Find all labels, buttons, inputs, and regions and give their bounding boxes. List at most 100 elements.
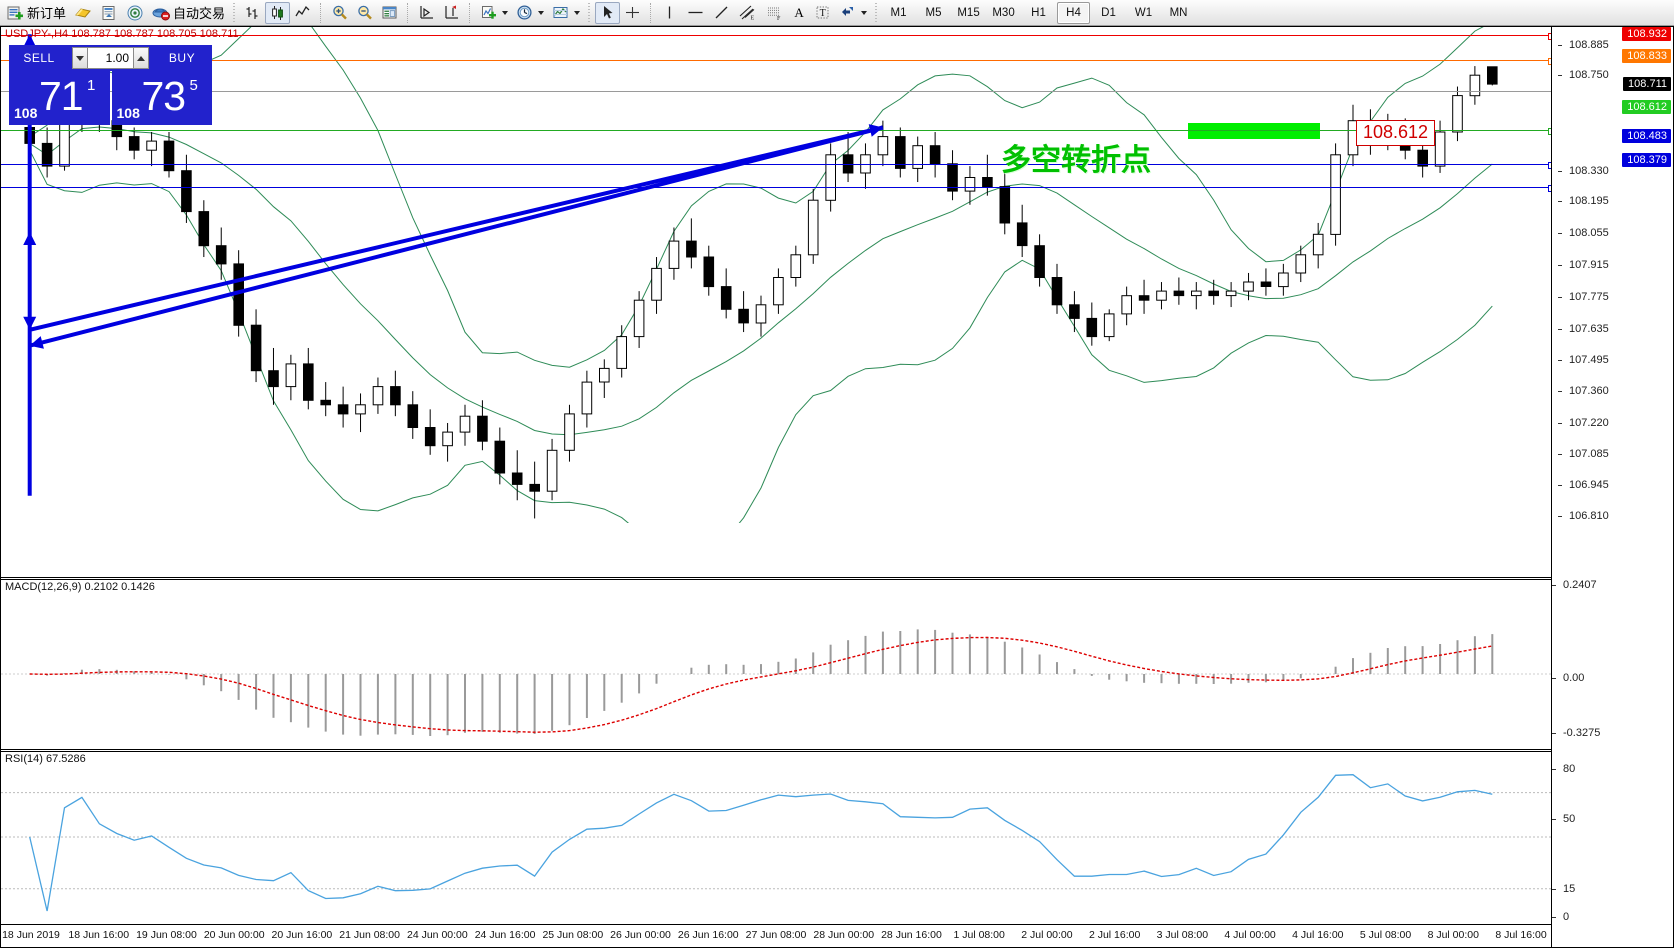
- tile-windows-button[interactable]: [377, 2, 402, 24]
- line-chart-button[interactable]: [290, 2, 315, 24]
- sell-button[interactable]: SELL: [9, 45, 69, 71]
- trendline-overlay[interactable]: [1, 27, 1551, 523]
- toolbar-separator-3: [469, 2, 471, 23]
- time-label: 24 Jun 16:00: [474, 929, 536, 941]
- price-tag-resistance[interactable]: 108.932: [1622, 26, 1671, 41]
- zoom-out-button[interactable]: [352, 2, 377, 24]
- data-window-icon: [100, 4, 118, 22]
- price-tag-blue-upper[interactable]: 108.483: [1622, 128, 1671, 143]
- indicator-icon: [552, 4, 569, 21]
- timeframe-button-h1[interactable]: H1: [1031, 6, 1046, 19]
- sell-price-prefix: 108: [14, 105, 38, 121]
- level-handle[interactable]: [1548, 162, 1551, 169]
- price-tick-108885: 108.885: [1557, 39, 1673, 51]
- time-label: 3 Jul 08:00: [1156, 929, 1209, 941]
- level-line-108612[interactable]: [1, 128, 1551, 135]
- zoom-in-button[interactable]: [327, 2, 352, 24]
- macd-scale-zero: 0.00: [1551, 672, 1673, 684]
- highlight-rectangle[interactable]: [1188, 123, 1320, 139]
- horizontal-line-tool-button[interactable]: [682, 2, 709, 24]
- auto-trading-label: 自动交易: [173, 7, 226, 22]
- sell-price-display[interactable]: 108 71 1: [9, 71, 110, 125]
- timeframe-button-h4[interactable]: H4: [1057, 1, 1091, 24]
- text-tool-button[interactable]: A: [788, 2, 810, 24]
- toolbar-separator-1: [320, 2, 322, 23]
- level-line-108483[interactable]: [1, 162, 1551, 169]
- price-scale[interactable]: 108.885 108.750 108.330 108.195 108.055 107.9…: [1551, 26, 1673, 947]
- time-label: 2 Jul 00:00: [1021, 929, 1073, 941]
- time-label: 2 Jul 16:00: [1088, 929, 1141, 941]
- timeframe-button-mn[interactable]: MN: [1169, 6, 1188, 19]
- level-handle[interactable]: [1548, 33, 1551, 40]
- periodicity-button[interactable]: [512, 2, 548, 24]
- timeframe-button-w1[interactable]: W1: [1134, 6, 1153, 19]
- one-click-trading-panel[interactable]: SELL 1.00 BUY 108 71 1 108: [9, 45, 212, 125]
- autotrade-icon: [152, 4, 171, 22]
- chevron-down-icon: [502, 10, 509, 15]
- timeframe-button-m1[interactable]: M1: [890, 6, 907, 19]
- price-tag-green[interactable]: 108.612: [1622, 99, 1671, 114]
- zoom-out-icon: [356, 4, 373, 21]
- timeframe-button-m30[interactable]: M30: [992, 6, 1015, 19]
- chart-plot-area[interactable]: 多空转折点 108.612 USDJPY-,H4 108.787 108.787…: [1, 27, 1551, 947]
- chart-annotation-text[interactable]: 多空转折点: [1001, 143, 1151, 178]
- price-tag-blue-lower[interactable]: 108.379: [1622, 152, 1671, 167]
- macd-scale-bottom: -0.3275: [1551, 727, 1673, 739]
- rsi-scale-15: 15: [1551, 883, 1673, 895]
- timeframe-button-m15[interactable]: M15: [957, 6, 980, 19]
- crosshair-tool-button[interactable]: [620, 2, 645, 24]
- rsi-separator-top[interactable]: [1, 749, 1551, 750]
- expert-advisors-button[interactable]: [70, 2, 96, 24]
- price-tag-orange[interactable]: 108.833: [1622, 49, 1671, 64]
- equidistant-channel-tool-button[interactable]: E: [734, 2, 761, 24]
- level-line-108932[interactable]: [1, 33, 1551, 40]
- timeframe-button-m5[interactable]: M5: [925, 6, 942, 19]
- template-icon: [480, 4, 497, 21]
- price-callout-label[interactable]: 108.612: [1356, 120, 1436, 146]
- auto-trading-button[interactable]: 自动交易: [148, 2, 229, 24]
- buy-price-display[interactable]: 108 73 5: [111, 71, 212, 125]
- chart-window[interactable]: 多空转折点 108.612 USDJPY-,H4 108.787 108.787…: [0, 26, 1674, 948]
- candlestick-chart-button[interactable]: [265, 1, 291, 24]
- cursor-tool-button[interactable]: [595, 1, 621, 24]
- tile-windows-icon: [381, 4, 398, 21]
- macd-separator-top[interactable]: [1, 577, 1551, 578]
- main-toolbar: 新订单: [0, 0, 1674, 26]
- bar-chart-button[interactable]: [240, 2, 265, 24]
- text-icon: A: [794, 4, 804, 20]
- volume-input[interactable]: 1.00: [88, 47, 133, 69]
- time-label: 1 Jul 08:00: [953, 929, 1005, 941]
- chart-shift-button[interactable]: [439, 2, 464, 24]
- new-order-button[interactable]: 新订单: [2, 2, 70, 24]
- buy-button[interactable]: BUY: [152, 45, 212, 71]
- auto-scroll-button[interactable]: [414, 2, 439, 24]
- time-label: 8 Jul 16:00: [1495, 929, 1547, 941]
- toolbar-separator-4: [650, 2, 652, 23]
- timeframe-button-d1[interactable]: D1: [1101, 6, 1116, 19]
- trendline-tool-button[interactable]: [709, 2, 734, 24]
- indicators-button[interactable]: [548, 2, 584, 24]
- arrows-tool-button[interactable]: [835, 2, 871, 24]
- volume-stepper[interactable]: 1.00: [69, 45, 152, 71]
- level-handle[interactable]: [1548, 128, 1551, 135]
- volume-increase-button[interactable]: [133, 47, 149, 69]
- level-handle[interactable]: [1548, 58, 1551, 65]
- level-line-108379[interactable]: [1, 185, 1551, 192]
- trendline-icon: [713, 4, 730, 21]
- fibonacci-tool-button[interactable]: F: [761, 2, 788, 24]
- time-label: 5 Jul 08:00: [1359, 929, 1412, 941]
- data-window-button[interactable]: [96, 2, 122, 24]
- time-axis[interactable]: 18 Jun 2019 18 Jun 16:00 19 Jun 08:00 20 Ju…: [1, 924, 1551, 947]
- price-tick-107775: 107.775: [1557, 291, 1673, 303]
- text-label-tool-button[interactable]: T: [810, 2, 835, 24]
- price-tag-last[interactable]: 108.711: [1623, 77, 1671, 92]
- templates-button[interactable]: [476, 2, 512, 24]
- rsi-chart-svg: [1, 774, 1551, 912]
- level-line-108833[interactable]: [1, 58, 1551, 65]
- time-label: 4 Jul 00:00: [1224, 929, 1276, 941]
- volume-decrease-button[interactable]: [72, 47, 88, 69]
- time-label: 21 Jun 08:00: [339, 929, 400, 941]
- signals-button[interactable]: [122, 2, 148, 24]
- level-handle[interactable]: [1548, 185, 1551, 192]
- vertical-line-tool-button[interactable]: [657, 2, 682, 24]
